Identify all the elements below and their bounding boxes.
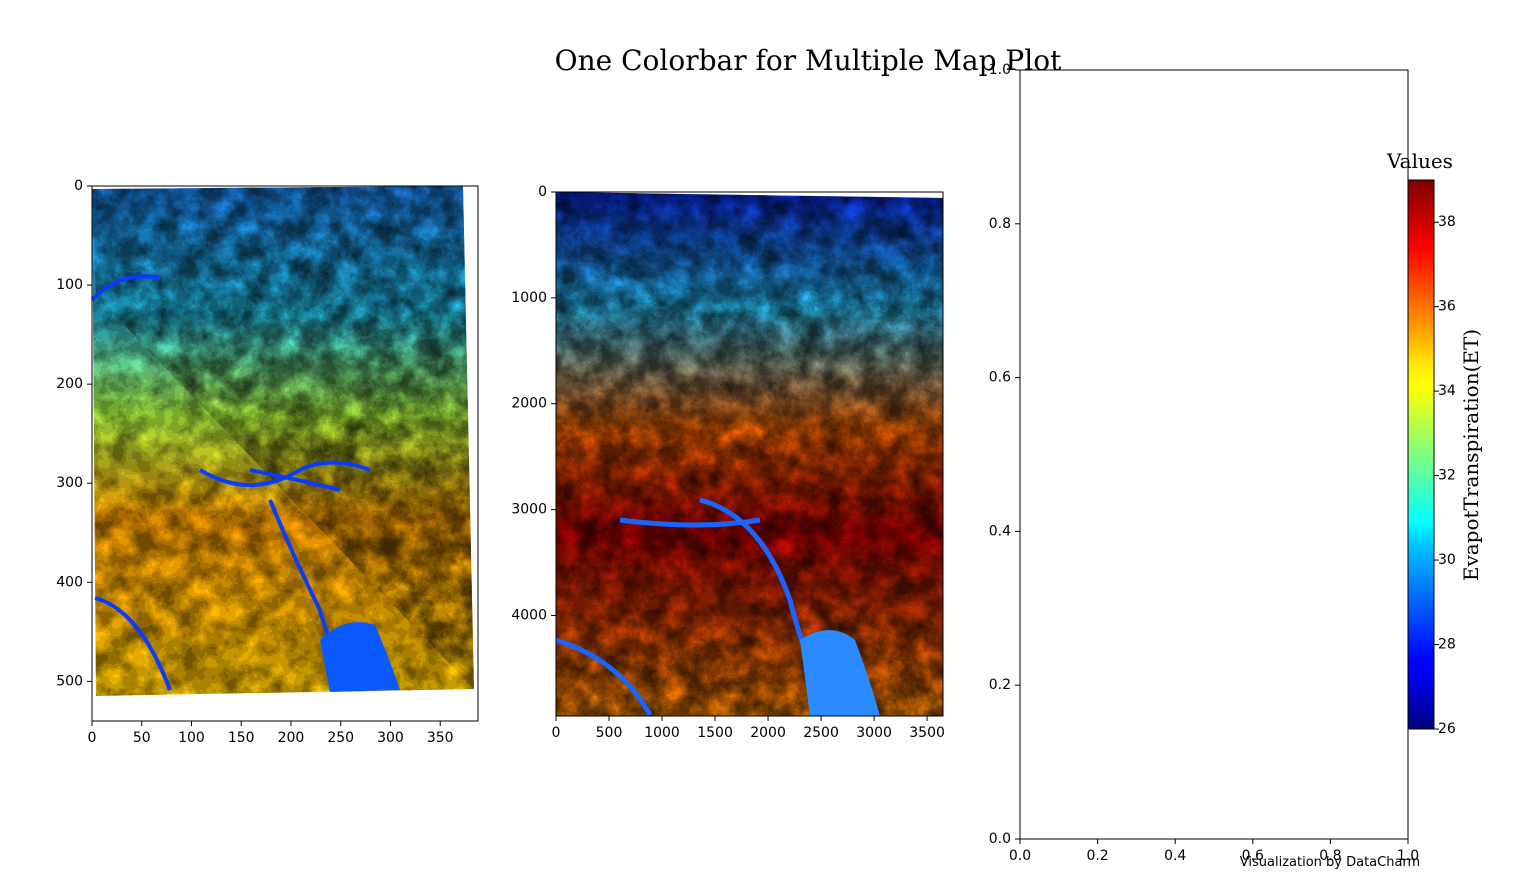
chart-title: One Colorbar for Multiple Map Plot: [555, 44, 1062, 77]
map-2-texture-cool: [556, 192, 943, 716]
map-2-ytick-label: 1000: [511, 290, 547, 306]
map-2-axes: 0 500 1000 1500 2000 2500 3000 3500 0 1000 2000 300…: [511, 184, 945, 741]
map-1-axes: 0 50 100 150 200 250 300 350 0 100 200 300 400 500: [56, 178, 479, 746]
colorbar-tick-label: 34: [1438, 383, 1456, 399]
map-2-xtick-label: 0: [552, 725, 561, 741]
colorbar-tick-label: 36: [1438, 299, 1456, 315]
colorbar-tick-label: 28: [1438, 637, 1456, 653]
empty-axes-ytick-label: 1.0: [989, 62, 1011, 78]
map-1-xtick-label: 350: [427, 730, 454, 746]
map-2-image: [556, 192, 943, 716]
map-2-xtick-label: 3000: [856, 725, 892, 741]
empty-axes-xtick-label: 1.0: [1397, 848, 1419, 864]
map-1-xtick-label: 250: [327, 730, 354, 746]
colorbar-title: Values: [1386, 149, 1453, 173]
map-1-image: [92, 186, 474, 696]
map-2-xtick-label: 1000: [644, 725, 680, 741]
map-1-texture-cool: [92, 186, 474, 689]
colorbar-ticks: 26 28 30 32 34 36 38: [1434, 214, 1456, 737]
colorbar-tick-label: 38: [1438, 214, 1456, 230]
map-1-ytick-label: 400: [56, 574, 83, 590]
map-panel-1: 0 50 100 150 200 250 300 350 0 100 200 300 400 500: [56, 178, 479, 746]
empty-axes: 0.0 0.2 0.4 0.6 0.8 1.0 0.0 0.2 0.4 0.6 0.8 1.0: [989, 62, 1419, 864]
map-1-frame: [91, 185, 479, 722]
map-2-ytick-label: 0: [538, 184, 547, 200]
colorbar-label: EvapotTranspiration(ET): [1459, 329, 1483, 581]
empty-axes-ytick-label: 0.4: [989, 523, 1011, 539]
map-panel-2: 0 500 1000 1500 2000 2500 3000 3500 0 1000 2000 300…: [511, 184, 945, 741]
map-2-ytick-label: 4000: [511, 607, 547, 623]
map-1-ytick-label: 500: [56, 673, 83, 689]
map-1-xtick-label: 0: [88, 730, 97, 746]
empty-axes-ytick-label: 0.6: [989, 370, 1011, 386]
map-1-ytick-label: 100: [56, 277, 83, 293]
colorbar-tick-label: 26: [1438, 721, 1456, 737]
map-1-xtick-label: 100: [178, 730, 205, 746]
colorbar-tick-label: 30: [1438, 552, 1456, 568]
map-2-xtick-label: 500: [596, 725, 623, 741]
empty-axes-frame: [1019, 69, 1409, 840]
map-1-xtick-label: 200: [278, 730, 305, 746]
map-1-xtick-label: 50: [133, 730, 151, 746]
map-2-xtick-label: 3500: [909, 725, 945, 741]
empty-axes-ytick-label: 0.2: [989, 677, 1011, 693]
empty-axes-xtick-label: 0.4: [1164, 848, 1186, 864]
map-1-xtick-label: 150: [228, 730, 255, 746]
map-1-ytick-label: 0: [74, 178, 83, 194]
colorbar-gradient: [1407, 179, 1435, 730]
map-2-xtick-label: 2000: [750, 725, 786, 741]
empty-axes-xtick-label: 0.2: [1086, 848, 1108, 864]
map-2-ytick-label: 2000: [511, 396, 547, 412]
map-2-ytick-label: 3000: [511, 502, 547, 518]
colorbar: Values EvapotTranspiration(ET) 26 28 30 32 3…: [1386, 149, 1483, 737]
map-1-ytick-label: 300: [56, 475, 83, 491]
map-1-river: [92, 274, 371, 692]
map-2-estuary: [800, 630, 880, 716]
credit-text: Visualization by DataCharm: [1240, 855, 1420, 870]
empty-axes-xtick-label: 0.8: [1319, 848, 1341, 864]
empty-axes-xtick-label: 0.6: [1242, 848, 1264, 864]
map-2-frame: [555, 191, 944, 717]
map-1-ytick-label: 200: [56, 376, 83, 392]
map-1-estuary: [320, 622, 400, 692]
empty-axes-ytick-label: 0.0: [989, 831, 1011, 847]
empty-axes-xtick-label: 0.0: [1009, 848, 1031, 864]
map-1-xtick-label: 300: [377, 730, 404, 746]
map-2-xtick-label: 1500: [697, 725, 733, 741]
colorbar-tick-label: 32: [1438, 468, 1456, 484]
empty-axes-ytick-label: 0.8: [989, 216, 1011, 232]
map-2-xtick-label: 2500: [803, 725, 839, 741]
